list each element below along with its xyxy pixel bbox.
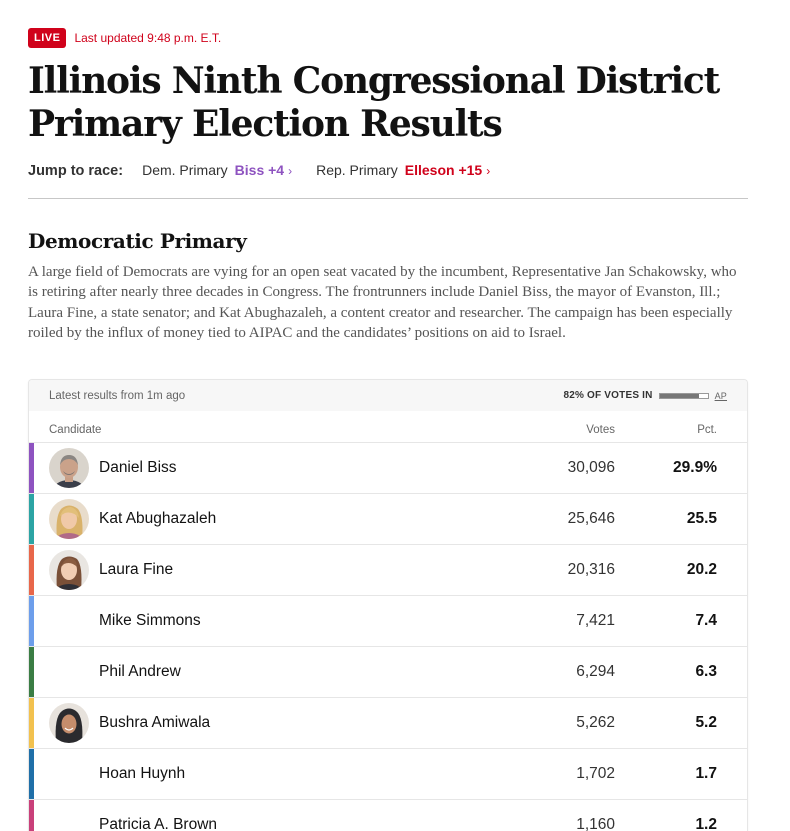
column-headers: Candidate Votes Pct. (29, 411, 747, 443)
votes-in-label: 82% OF VOTES IN (563, 390, 653, 401)
avatar-placeholder (49, 805, 89, 831)
candidate-color-swatch (29, 698, 34, 748)
page-title: Illinois Ninth Congressional District Pr… (28, 60, 728, 146)
candidate-row: Mike Simmons 7,421 7.4 (29, 596, 747, 647)
candidate-rows: Daniel Biss 30,096 29.9% Kat Abughazaleh 25,… (29, 443, 747, 831)
candidate-name: Mike Simmons (99, 612, 201, 629)
votes-in-progress-bar (658, 392, 709, 399)
results-header-bar: Latest results from 1m ago 82% OF VOTES … (29, 380, 747, 411)
live-header: LIVE Last updated 9:48 p.m. E.T. (28, 28, 221, 48)
candidate-votes: 1,702 (576, 765, 615, 782)
candidate-pct: 6.3 (695, 663, 717, 680)
candidate-color-swatch (29, 443, 34, 493)
avatar-placeholder (49, 601, 89, 641)
divider (28, 198, 748, 199)
avatar-placeholder (49, 652, 89, 692)
candidate-color-swatch (29, 494, 34, 544)
candidate-pct: 1.2 (695, 816, 717, 831)
candidate-color-swatch (29, 647, 34, 697)
jump-leader-label: Biss +4 (234, 162, 285, 178)
candidate-name: Hoan Huynh (99, 765, 186, 782)
candidate-pct: 29.9% (673, 459, 717, 476)
candidate-row: Daniel Biss 30,096 29.9% (29, 443, 747, 494)
candidate-votes: 20,316 (567, 561, 615, 578)
jump-link-dem-primary[interactable]: Dem. Primary Biss +4 › (142, 162, 292, 178)
candidate-pct: 1.7 (695, 765, 717, 782)
page-title-line1: Illinois Ninth Congressional District (28, 60, 720, 102)
candidate-pct: 25.5 (686, 510, 717, 527)
candidate-avatar (49, 703, 89, 743)
jump-leader-label: Elleson +15 (404, 162, 483, 178)
candidate-avatar (49, 550, 89, 590)
section-title: Democratic Primary (28, 229, 247, 253)
candidate-avatar (49, 499, 89, 539)
avatar-placeholder (49, 754, 89, 794)
candidate-color-swatch (29, 749, 34, 799)
candidate-votes: 7,421 (576, 612, 615, 629)
candidate-pct: 7.4 (695, 612, 717, 629)
column-header-votes: Votes (586, 424, 615, 436)
column-header-pct: Pct. (697, 424, 717, 436)
ap-source-link[interactable]: AP (714, 390, 727, 401)
candidate-pct: 5.2 (695, 714, 717, 731)
latest-results-label: Latest results from 1m ago (49, 389, 186, 402)
candidate-color-swatch (29, 545, 34, 595)
chevron-right-icon: › (288, 164, 293, 178)
candidate-votes: 5,262 (576, 714, 615, 731)
candidate-votes: 25,646 (567, 510, 615, 527)
jump-race-label: Rep. Primary (316, 162, 398, 178)
candidate-avatar (49, 448, 89, 488)
jump-link-rep-primary[interactable]: Rep. Primary Elleson +15 › (316, 162, 490, 178)
section-description: A large field of Democrats are vying for… (28, 264, 737, 341)
candidate-votes: 1,160 (576, 816, 615, 831)
candidate-row: Patricia A. Brown 1,160 1.2 (29, 800, 747, 831)
candidate-votes: 6,294 (576, 663, 615, 680)
chevron-right-icon: › (486, 164, 491, 178)
candidate-color-swatch (29, 800, 34, 831)
candidate-votes: 30,096 (567, 459, 615, 476)
candidate-row: Kat Abughazaleh 25,646 25.5 (29, 494, 747, 545)
candidate-row: Laura Fine 20,316 20.2 (29, 545, 747, 596)
jump-race-label: Dem. Primary (142, 162, 228, 178)
candidate-name: Bushra Amiwala (99, 714, 211, 731)
jump-label: Jump to race: (28, 163, 124, 179)
candidate-name: Patricia A. Brown (99, 816, 218, 831)
candidate-color-swatch (29, 596, 34, 646)
column-header-candidate: Candidate (49, 424, 102, 436)
page-title-line2: Primary Election Results (28, 103, 503, 145)
candidate-row: Bushra Amiwala 5,262 5.2 (29, 698, 747, 749)
candidate-name: Laura Fine (99, 561, 174, 578)
results-table: Latest results from 1m ago 82% OF VOTES … (28, 379, 748, 831)
live-badge: LIVE (28, 28, 67, 48)
candidate-name: Phil Andrew (99, 663, 181, 680)
candidate-name: Daniel Biss (99, 459, 177, 476)
last-updated: Last updated 9:48 p.m. E.T. (74, 31, 222, 45)
candidate-name: Kat Abughazaleh (99, 510, 217, 527)
jump-to-race-nav: Jump to race: Dem. Primary Biss +4 › Rep… (28, 162, 514, 179)
progress-fill (659, 393, 699, 398)
candidate-pct: 20.2 (686, 561, 717, 578)
votes-in-indicator: 82% OF VOTES IN AP (563, 390, 727, 401)
candidate-row: Phil Andrew 6,294 6.3 (29, 647, 747, 698)
candidate-row: Hoan Huynh 1,702 1.7 (29, 749, 747, 800)
